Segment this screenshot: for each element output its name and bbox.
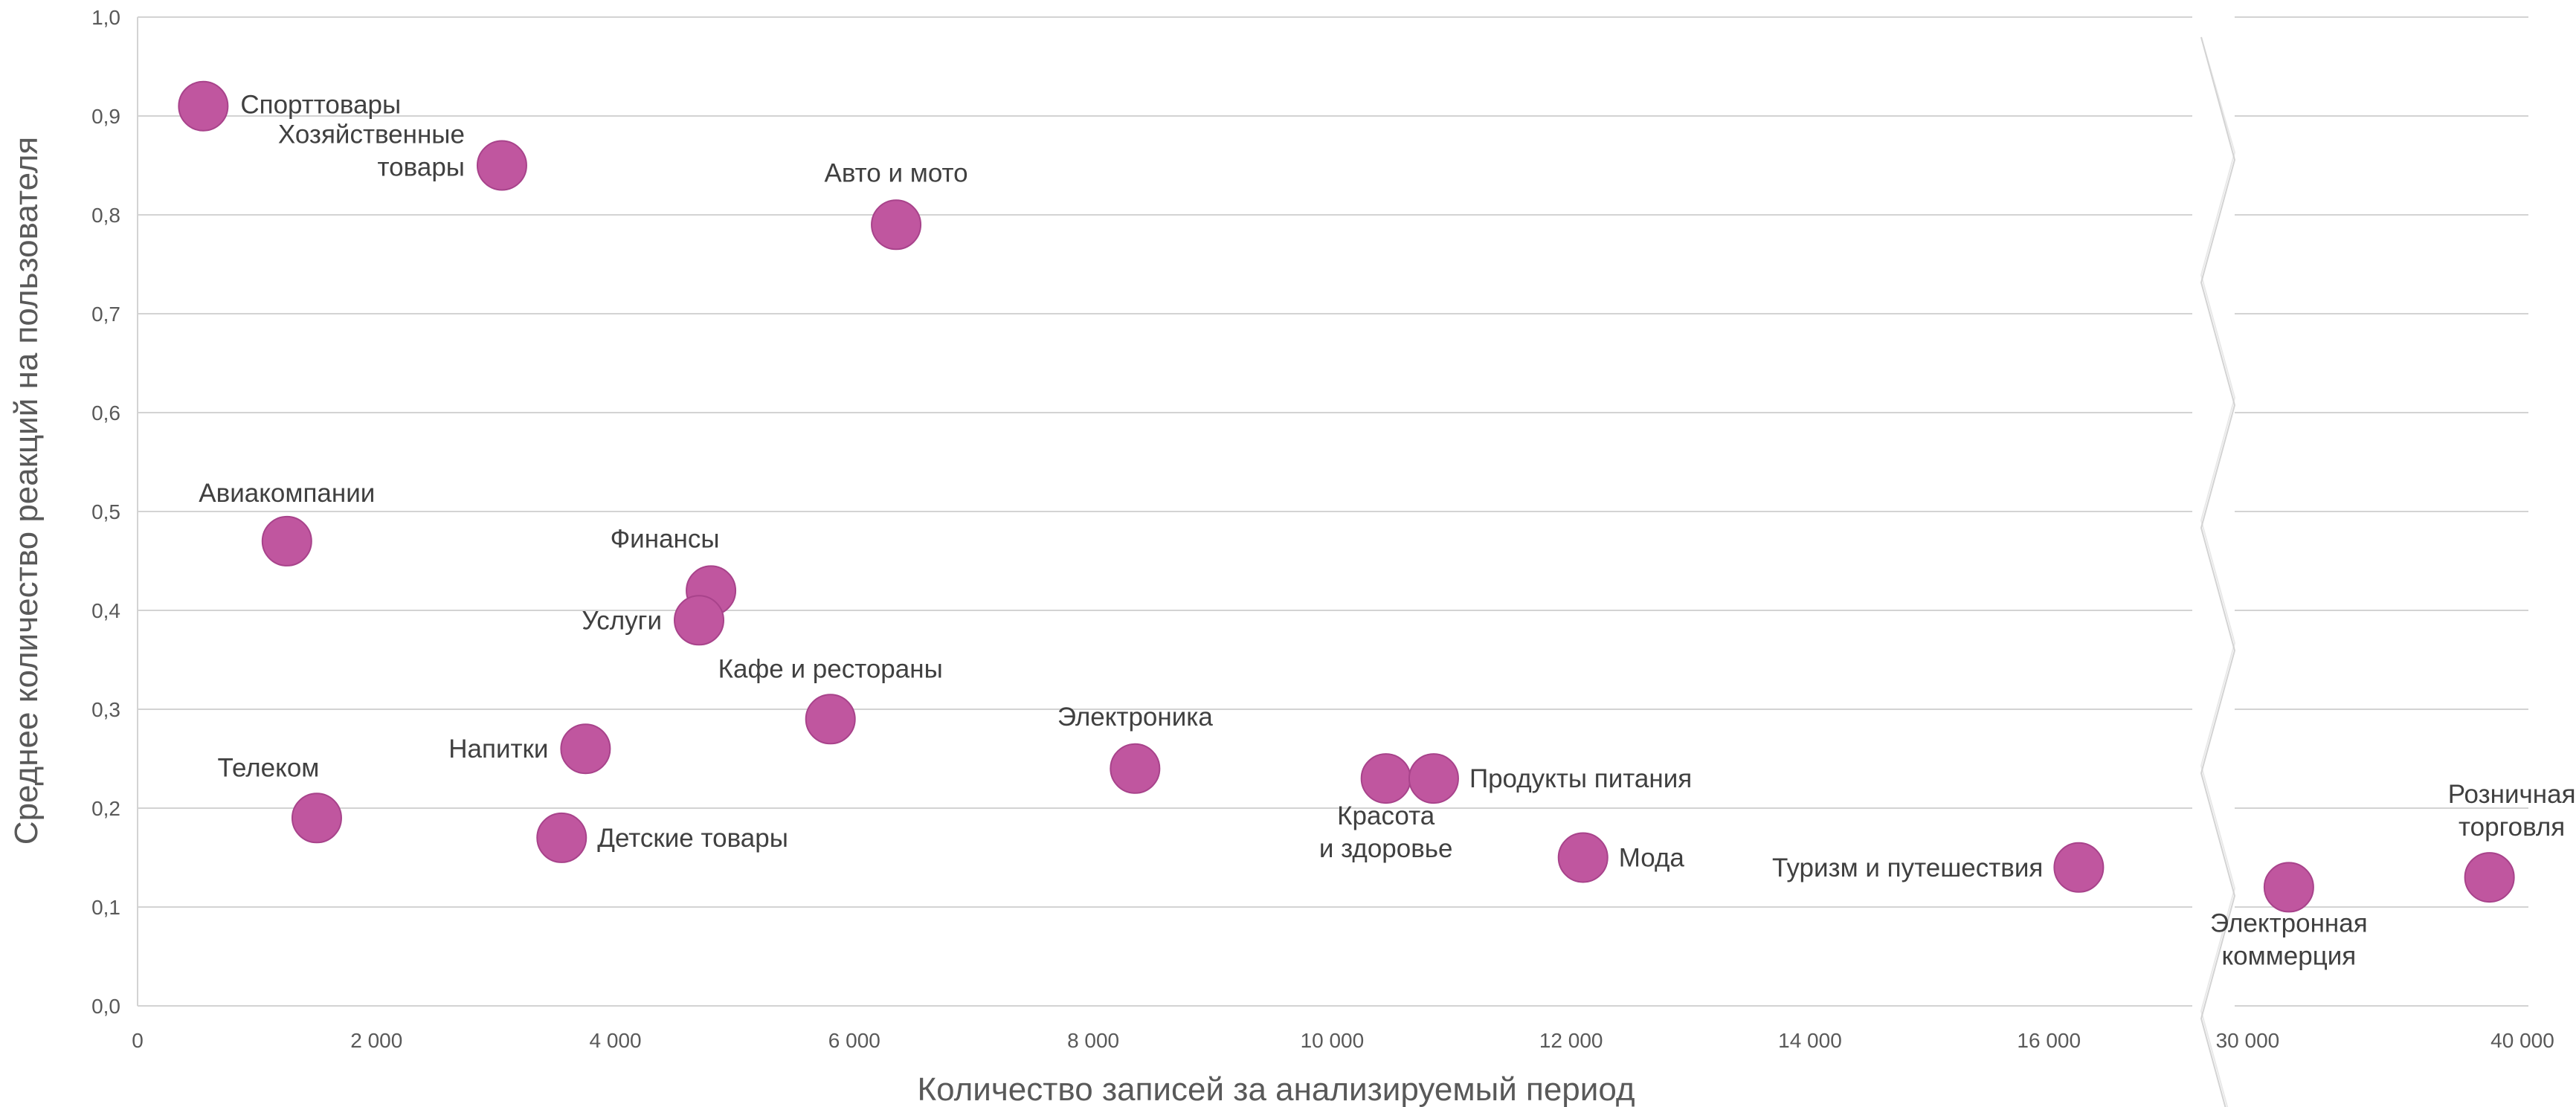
y-axis-title: Среднее количество реакций на пользовате…	[8, 137, 45, 845]
x-tick-label: 8 000	[1067, 1029, 1119, 1052]
data-label: Розничная торговля	[2448, 780, 2576, 842]
data-label: Авто и мото	[824, 158, 967, 187]
data-point	[2263, 862, 2314, 913]
y-tick-label: 0,9	[91, 105, 120, 128]
data-label: Финансы	[611, 524, 720, 553]
x-tick-label: 2 000	[350, 1029, 402, 1052]
y-tick-label: 1,0	[91, 6, 120, 29]
data-label: Электронная коммерция	[2210, 908, 2368, 970]
x-tick-label: 16 000	[2017, 1029, 2081, 1052]
x-tick-label: 4 000	[590, 1029, 642, 1052]
data-label: Продукты питания	[1469, 764, 1692, 793]
data-point	[2464, 852, 2515, 903]
y-tick-label: 0,0	[91, 995, 120, 1018]
y-axis-ticks: 0,0 0,1 0,2 0,3 0,4 0,5 0,6 0,7 0,8 0,9 1,0	[91, 6, 120, 1018]
y-tick-label: 0,5	[91, 500, 120, 523]
data-point	[1110, 743, 1161, 794]
data-point	[1557, 832, 1609, 883]
data-point	[560, 723, 611, 775]
data-point	[674, 595, 725, 646]
data-point	[261, 515, 312, 567]
y-tick-label: 0,1	[91, 896, 120, 919]
x-tick-label: 12 000	[1539, 1029, 1603, 1052]
data-point	[178, 80, 229, 132]
data-point	[1360, 753, 1411, 804]
y-tick-label: 0,3	[91, 698, 120, 721]
x-tick-label: 30 000	[2216, 1029, 2280, 1052]
y-tick-label: 0,8	[91, 204, 120, 227]
data-label: Спорттовары	[240, 91, 401, 120]
data-point	[291, 793, 342, 844]
x-tick-label: 14 000	[1778, 1029, 1842, 1052]
data-point	[536, 812, 587, 863]
x-tick-label: 40 000	[2490, 1029, 2554, 1052]
data-label: Напитки	[448, 735, 548, 764]
gridlines	[137, 16, 2528, 1007]
data-points	[178, 80, 2515, 913]
data-point	[805, 694, 856, 745]
y-tick-label: 0,2	[91, 797, 120, 820]
data-label: Услуги	[582, 606, 662, 635]
axis-break-line	[2200, 36, 2236, 1107]
data-point	[476, 140, 527, 191]
data-label: Электроника	[1057, 703, 1214, 732]
data-label: Авиакомпании	[199, 479, 375, 508]
data-label: Мода	[1619, 844, 1685, 873]
axis-break-line	[2200, 36, 2236, 1107]
data-point	[871, 199, 922, 251]
data-label: Туризм и путешествия	[1772, 853, 2043, 882]
x-tick-label: 10 000	[1301, 1029, 1365, 1052]
data-label: Детские товары	[597, 824, 788, 853]
data-label: Хозяйственные товары	[278, 120, 465, 182]
y-tick-label: 0,7	[91, 303, 120, 326]
x-axis-ticks: 0 2 000 4 000 6 000 8 000 10 000 12 000 14 000 1…	[132, 1029, 2554, 1052]
y-tick-label: 0,4	[91, 599, 120, 622]
x-tick-label: 6 000	[828, 1029, 880, 1052]
data-label: Красота и здоровье	[1319, 801, 1453, 863]
data-point	[1408, 753, 1459, 804]
x-tick-label: 0	[132, 1029, 144, 1052]
axis-break	[2200, 36, 2236, 1107]
data-point	[2053, 842, 2105, 893]
data-label: Телеком	[218, 753, 320, 782]
data-label: Кафе и рестораны	[718, 654, 943, 683]
y-tick-label: 0,6	[91, 401, 120, 425]
x-axis-title: Количество записей за анализируемый пери…	[917, 1071, 1635, 1107]
